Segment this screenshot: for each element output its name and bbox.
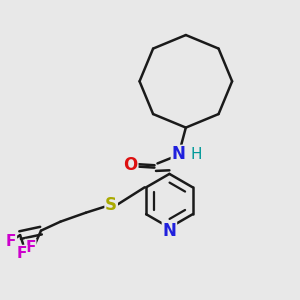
Text: S: S [105,196,117,214]
Text: F: F [6,234,16,249]
Text: O: O [124,156,138,174]
Text: N: N [163,222,176,240]
Text: F: F [16,245,27,260]
Text: N: N [171,146,185,164]
Text: H: H [190,147,202,162]
Text: F: F [26,239,36,254]
